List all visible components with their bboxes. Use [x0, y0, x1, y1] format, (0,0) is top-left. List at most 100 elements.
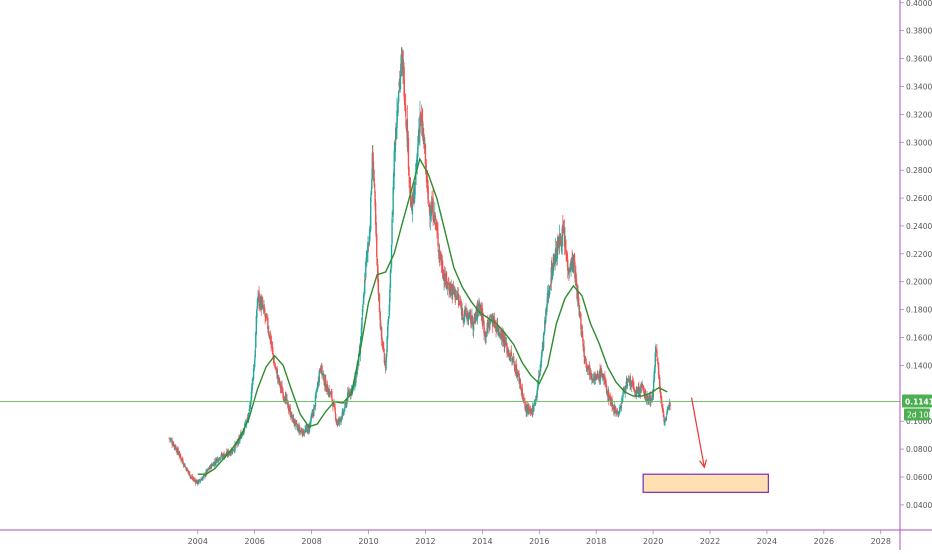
candle-body	[210, 464, 213, 469]
candle-body	[183, 463, 185, 465]
candle-body	[626, 381, 629, 387]
candle-body	[171, 441, 173, 445]
candle-body	[417, 145, 419, 157]
candle-body	[515, 363, 517, 374]
candle-body	[567, 267, 569, 274]
candle-body	[200, 479, 202, 481]
candle-body	[592, 378, 594, 381]
candle-body	[179, 453, 181, 455]
candle-body	[295, 420, 297, 424]
candle-body	[252, 378, 254, 380]
candle-body	[650, 399, 652, 403]
candle-body	[578, 306, 580, 316]
candle-body	[520, 386, 522, 391]
candle-body	[223, 453, 225, 458]
candle-body	[203, 474, 205, 476]
x-tick-label: 2004	[188, 537, 208, 546]
candle-body	[509, 357, 511, 362]
candle-body	[332, 402, 335, 407]
candle-body	[197, 479, 199, 484]
candle-body	[590, 374, 592, 376]
candle-body	[582, 338, 584, 347]
candle-body	[453, 286, 455, 292]
candle-body	[587, 365, 590, 370]
candle-body	[288, 409, 290, 411]
candle-body	[391, 218, 393, 244]
time-axis[interactable]: 2004 2006 2008 2010 2012 2014 2016 2018 2020 2022…	[0, 529, 932, 546]
candle-body	[432, 198, 434, 220]
candle-body	[284, 395, 287, 404]
candle-body	[465, 313, 468, 317]
candle-body	[360, 339, 362, 345]
candle-body	[194, 479, 196, 481]
candle-body	[612, 405, 614, 410]
candle-body	[663, 416, 665, 422]
candle-body	[345, 400, 348, 407]
candle-body	[275, 367, 277, 370]
candle-body	[510, 351, 513, 356]
candle-body	[511, 358, 514, 363]
candle-body	[187, 469, 189, 472]
candle-body	[279, 381, 281, 383]
candle-body	[603, 377, 605, 381]
candle-body	[476, 305, 479, 320]
candle-body	[341, 412, 343, 419]
candle-body	[299, 430, 302, 432]
candle-body	[386, 326, 389, 339]
candle-body	[539, 364, 542, 372]
candle-body	[324, 385, 326, 387]
candle-body	[423, 139, 426, 149]
candle-body	[305, 426, 307, 430]
candle-body	[581, 331, 584, 338]
candle-body	[251, 378, 254, 386]
candle-body	[494, 324, 497, 326]
candle-body	[240, 434, 243, 439]
candle-body	[568, 271, 570, 275]
candle-body	[437, 232, 439, 247]
candle-body	[553, 255, 555, 263]
candle-body	[319, 368, 322, 370]
candle-body	[537, 379, 539, 388]
candle-body	[355, 373, 357, 383]
candle-body	[620, 405, 623, 409]
candle-body	[169, 437, 171, 440]
moving-average-layer	[197, 157, 668, 475]
candle-body	[631, 379, 634, 384]
candle-body	[656, 359, 659, 361]
candle-body	[170, 440, 173, 441]
candle-body	[605, 380, 607, 388]
candle-body	[409, 188, 412, 206]
candle-body	[441, 260, 444, 273]
candle-body	[280, 386, 282, 389]
candle-body	[248, 409, 250, 412]
candle-body	[586, 364, 588, 369]
candle-body	[256, 299, 259, 309]
candle-body	[234, 443, 236, 451]
candle-body	[524, 401, 526, 409]
candle-body	[535, 395, 537, 401]
candle-body	[550, 284, 552, 285]
candle-body	[425, 171, 428, 183]
candle-body	[255, 316, 258, 335]
candle-body	[466, 315, 468, 319]
candle-body	[219, 458, 221, 460]
candle-body	[556, 240, 559, 259]
candle-body	[567, 259, 569, 271]
candle-body	[188, 471, 191, 477]
candle-body	[393, 172, 395, 189]
candle-body	[660, 396, 663, 401]
candle-body	[310, 416, 312, 422]
candle-body	[251, 383, 253, 394]
candle-body	[394, 139, 397, 153]
projection-arrow-head	[699, 459, 708, 469]
candle-body	[396, 110, 398, 129]
candle-body	[270, 342, 273, 348]
